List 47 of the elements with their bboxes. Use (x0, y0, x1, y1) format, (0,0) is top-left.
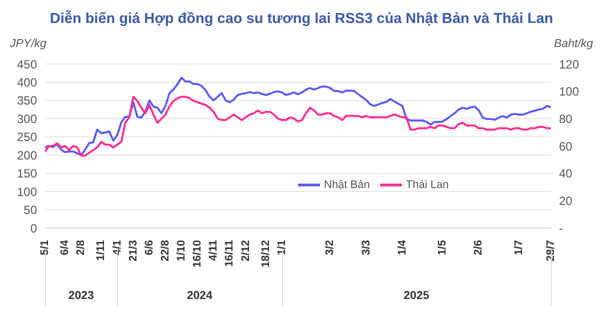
y2-tick-label: 80 (559, 112, 573, 126)
y-tick-label: 50 (24, 203, 38, 218)
y2-tick-label: - (559, 221, 563, 236)
x-tick-label: 2/6 (472, 240, 485, 256)
y-tick-label: 450 (16, 57, 38, 72)
x-tick-label: 18/12 (260, 240, 272, 268)
y2-tick-label: 100 (559, 84, 580, 99)
y-axis-title: JPY/kg (10, 38, 46, 50)
legend-label: Nhật Bản (324, 178, 370, 191)
x-tick-label: 1/11 (95, 240, 108, 261)
legend-label: Thái Lan (406, 178, 449, 191)
x-tick-label: 2/8 (75, 240, 88, 256)
x-tick-label: 21/3 (127, 240, 140, 262)
y-tick-label: 350 (16, 94, 38, 108)
y2-tick-label: 40 (559, 166, 573, 181)
x-tick-label: 16/10 (192, 240, 204, 268)
x-tick-label: 3/2 (324, 240, 336, 256)
x-tick-label: 5/1 (39, 240, 51, 256)
x-tick-label: 1/1 (276, 240, 288, 256)
x-tick-label: 2/12 (240, 240, 252, 262)
text: 2024 (186, 290, 214, 302)
y-tick-label: 150 (16, 166, 38, 181)
chart-title: Diễn biến giá Hợp đồng cao su tương lai RSS3 của Nhật Bản và Thái Lan (48, 9, 554, 29)
y-tick-label: 300 (16, 112, 38, 126)
y2-tick-label: 20 (559, 194, 573, 208)
y2-tick-label: 60 (559, 139, 573, 154)
x-tick-label: 16/11 (224, 240, 236, 267)
y-tick-label: 250 (16, 130, 38, 144)
x-tick-label: 4/11 (208, 240, 220, 261)
y-tick-label: 400 (16, 75, 38, 90)
x-tick-label: 1/4 (396, 239, 408, 256)
x-tick-label: 22/8 (159, 240, 172, 262)
y-tick-label: 0 (30, 221, 38, 236)
line-series (45, 96, 551, 157)
y-tick-label: 200 (16, 148, 38, 162)
line-series (45, 76, 551, 156)
x-tick-label: 1/10 (176, 240, 188, 262)
y2-tick-label: 120 (559, 57, 580, 72)
text: 2025 (402, 290, 430, 302)
x-tick-label: 6/6 (143, 240, 156, 256)
x-tick-label: 1/7 (512, 240, 525, 256)
text: 2023 (67, 290, 95, 302)
y2-axis-title: Baht/kg (554, 38, 593, 50)
x-tick-label: 6/4 (59, 239, 72, 256)
x-tick-label: 3/3 (360, 240, 372, 256)
y-tick-label: 100 (16, 184, 38, 199)
x-tick-label: 1/5 (436, 240, 449, 256)
